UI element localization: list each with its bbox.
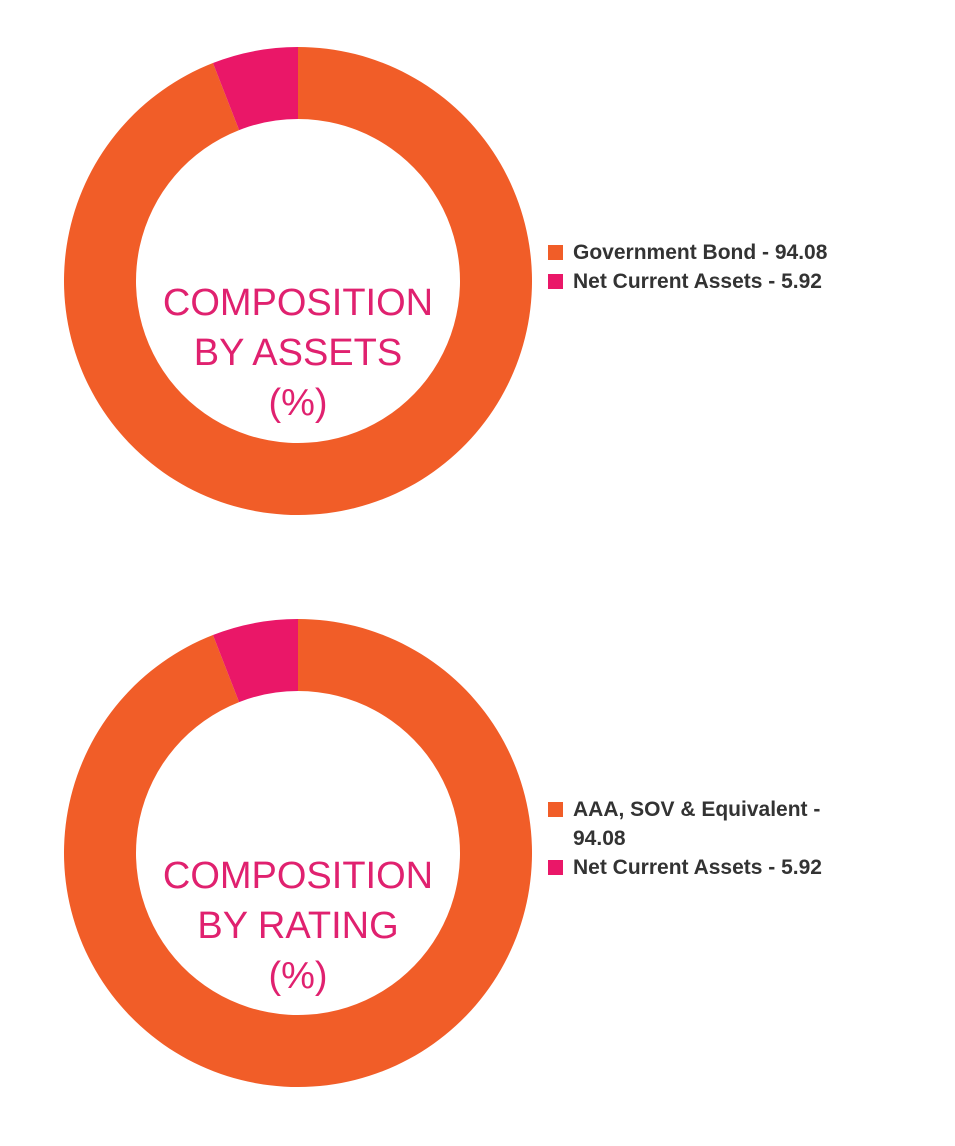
legend: AAA, SOV & Equivalent - 94.08 Net Curren…	[548, 795, 848, 882]
donut-slice-net-current-assets	[212, 619, 298, 703]
donut-center-label: COMPOSITION BY ASSETS (%)	[118, 278, 478, 428]
legend-label: Net Current Assets - 5.92	[573, 270, 822, 293]
donut-label-line: BY ASSETS	[193, 332, 403, 374]
donut-label-line: COMPOSITION	[162, 282, 434, 324]
legend-swatch	[548, 274, 563, 289]
donut-slice-net-current-assets	[212, 47, 298, 131]
donut-slice-aaa-sov-equivalent	[63, 619, 532, 1087]
legend-label: Government Bond - 94.08	[573, 241, 828, 264]
legend-item: Government Bond - 94.08	[548, 238, 878, 267]
donut-label-line: (%)	[268, 955, 328, 997]
composition-by-rating-chart: COMPOSITION BY RATING (%) AAA, SOV & Equ…	[0, 572, 955, 1112]
legend-swatch	[548, 245, 563, 260]
legend-swatch	[548, 802, 563, 817]
donut-center-label: COMPOSITION BY RATING (%)	[118, 851, 478, 1001]
donut-label-line: COMPOSITION	[162, 855, 434, 897]
donut-label-line: (%)	[268, 382, 328, 424]
legend-item: AAA, SOV & Equivalent - 94.08	[548, 795, 848, 853]
composition-by-assets-chart: COMPOSITION BY ASSETS (%) Government Bon…	[0, 0, 955, 540]
legend-swatch	[548, 860, 563, 875]
legend: Government Bond - 94.08 Net Current Asse…	[548, 238, 878, 296]
legend-item: Net Current Assets - 5.92	[548, 267, 878, 296]
donut-chart-assets	[63, 47, 532, 515]
legend-item: Net Current Assets - 5.92	[548, 853, 848, 882]
donut-chart-rating	[63, 619, 532, 1087]
donut-label-line: BY RATING	[197, 905, 399, 947]
legend-label: Net Current Assets - 5.92	[573, 856, 822, 879]
donut-slice-government-bond	[63, 47, 532, 515]
legend-label: AAA, SOV & Equivalent - 94.08	[573, 798, 821, 850]
